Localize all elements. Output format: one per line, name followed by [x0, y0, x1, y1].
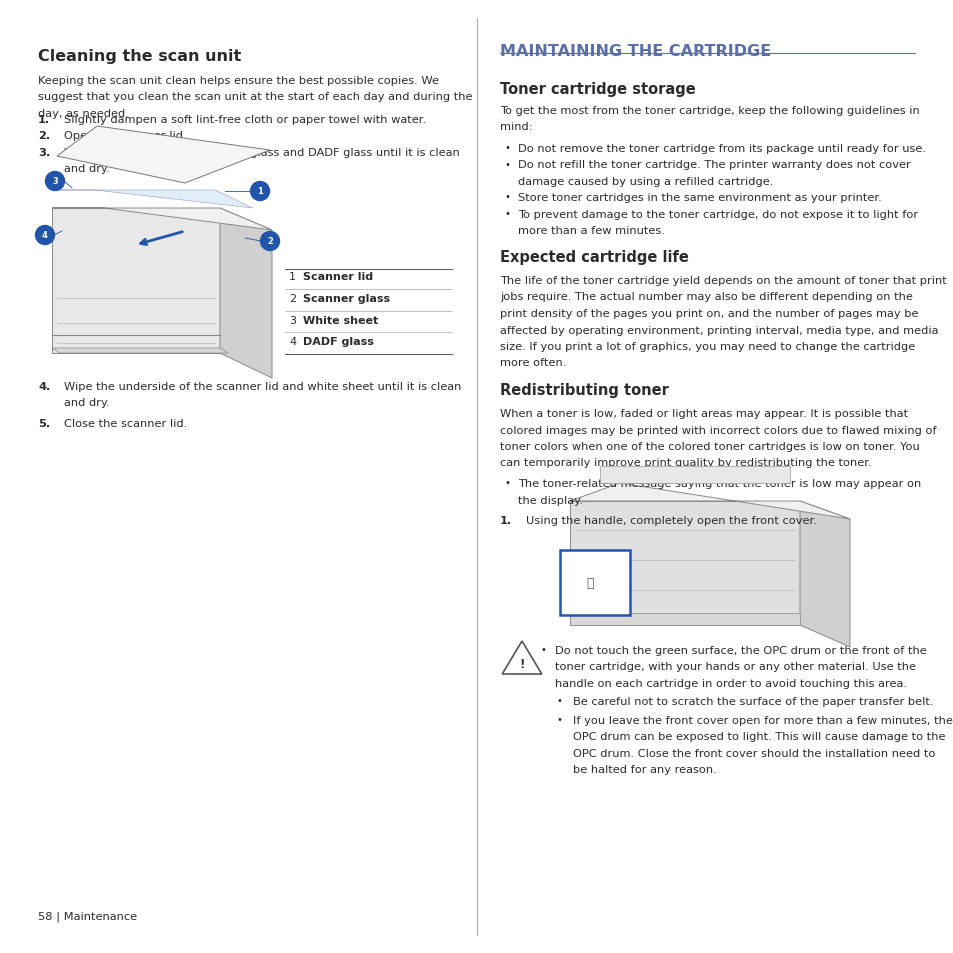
Text: Toner cartridge storage: Toner cartridge storage	[499, 82, 695, 97]
Polygon shape	[52, 349, 228, 354]
Circle shape	[260, 233, 279, 252]
Polygon shape	[569, 483, 849, 519]
Text: 5.: 5.	[38, 418, 51, 429]
Text: Be careful not to scratch the surface of the paper transfer belt.: Be careful not to scratch the surface of…	[573, 697, 933, 707]
Text: 4: 4	[289, 337, 295, 347]
Text: affected by operating environment, printing interval, media type, and media: affected by operating environment, print…	[499, 325, 938, 335]
Text: ✋: ✋	[586, 577, 593, 589]
Text: •: •	[503, 477, 509, 488]
Text: 3: 3	[289, 315, 295, 325]
Text: Wipe the underside of the scanner lid and white sheet until it is clean: Wipe the underside of the scanner lid an…	[64, 381, 461, 392]
Text: MAINTAINING THE CARTRIDGE: MAINTAINING THE CARTRIDGE	[499, 44, 770, 59]
Text: Do not refill the toner cartridge. The printer warranty does not cover: Do not refill the toner cartridge. The p…	[517, 160, 910, 171]
Polygon shape	[599, 467, 789, 483]
Circle shape	[46, 172, 65, 192]
Text: more often.: more often.	[499, 358, 566, 368]
Text: To prevent damage to the toner cartridge, do not expose it to light for: To prevent damage to the toner cartridge…	[517, 210, 917, 220]
Text: can temporarily improve print quality by redistributing the toner.: can temporarily improve print quality by…	[499, 458, 871, 468]
Text: colored images may be printed with incorrect colors due to flawed mixing of: colored images may be printed with incor…	[499, 425, 936, 435]
Text: •: •	[503, 193, 509, 202]
Text: Close the scanner lid.: Close the scanner lid.	[64, 418, 187, 429]
Text: 3.: 3.	[38, 148, 51, 158]
Text: 1: 1	[256, 188, 263, 196]
Text: the display.: the display.	[517, 495, 582, 505]
Text: Slightly dampen a soft lint-free cloth or paper towel with water.: Slightly dampen a soft lint-free cloth o…	[64, 115, 426, 125]
Text: toner cartridge, with your hands or any other material. Use the: toner cartridge, with your hands or any …	[555, 661, 915, 672]
Text: Cleaning the scan unit: Cleaning the scan unit	[38, 49, 241, 64]
Text: Redistributing toner: Redistributing toner	[499, 382, 668, 397]
Text: Keeping the scan unit clean helps ensure the best possible copies. We: Keeping the scan unit clean helps ensure…	[38, 76, 438, 86]
Text: 1.: 1.	[499, 516, 512, 525]
Text: !: !	[518, 658, 524, 671]
Text: Do not touch the green surface, the OPC drum or the front of the: Do not touch the green surface, the OPC …	[555, 645, 925, 656]
Polygon shape	[800, 501, 849, 647]
Text: print density of the pages you print on, and the number of pages may be: print density of the pages you print on,…	[499, 309, 918, 318]
Text: 2: 2	[267, 237, 273, 246]
Text: 2.: 2.	[38, 132, 51, 141]
Text: 1: 1	[289, 272, 295, 282]
Text: more than a few minutes.: more than a few minutes.	[517, 226, 664, 236]
Text: •: •	[539, 644, 545, 655]
Text: toner colors when one of the colored toner cartridges is low on toner. You: toner colors when one of the colored ton…	[499, 441, 919, 452]
Polygon shape	[569, 501, 800, 625]
Text: 3: 3	[52, 177, 58, 186]
Text: Do not remove the toner cartridge from its package until ready for use.: Do not remove the toner cartridge from i…	[517, 144, 925, 153]
Polygon shape	[220, 209, 272, 378]
Polygon shape	[57, 127, 270, 184]
Text: and dry.: and dry.	[64, 398, 110, 408]
Text: 1.: 1.	[38, 115, 51, 125]
Polygon shape	[501, 641, 541, 675]
Text: When a toner is low, faded or light areas may appear. It is possible that: When a toner is low, faded or light area…	[499, 409, 907, 418]
Text: Scanner lid: Scanner lid	[303, 272, 373, 282]
Text: •: •	[557, 714, 562, 724]
Text: Open the scanner lid.: Open the scanner lid.	[64, 132, 187, 141]
Text: If you leave the front cover open for more than a few minutes, the: If you leave the front cover open for mo…	[573, 716, 952, 725]
Text: White sheet: White sheet	[303, 315, 377, 325]
Text: day, as needed.: day, as needed.	[38, 109, 129, 119]
Text: and dry.: and dry.	[64, 164, 110, 174]
Text: size. If you print a lot of graphics, you may need to change the cartridge: size. If you print a lot of graphics, yo…	[499, 341, 914, 352]
Text: DADF glass: DADF glass	[303, 337, 374, 347]
Text: OPC drum. Close the front cover should the installation need to: OPC drum. Close the front cover should t…	[573, 748, 934, 759]
Text: Wipe the surface of the scanner glass and DADF glass until it is clean: Wipe the surface of the scanner glass an…	[64, 148, 459, 158]
Circle shape	[35, 226, 54, 245]
Text: 4.: 4.	[38, 381, 51, 392]
Text: The life of the toner cartridge yield depends on the amount of toner that print: The life of the toner cartridge yield de…	[499, 275, 945, 286]
Text: Store toner cartridges in the same environment as your printer.: Store toner cartridges in the same envir…	[517, 193, 881, 203]
Polygon shape	[569, 614, 800, 625]
Text: damage caused by using a refilled cartridge.: damage caused by using a refilled cartri…	[517, 177, 773, 187]
Text: 4: 4	[42, 232, 48, 240]
Text: •: •	[503, 159, 509, 170]
Text: mind:: mind:	[499, 122, 532, 132]
Text: OPC drum can be exposed to light. This will cause damage to the: OPC drum can be exposed to light. This w…	[573, 732, 944, 741]
Text: 2: 2	[289, 294, 295, 303]
Polygon shape	[52, 209, 220, 354]
Text: suggest that you clean the scan unit at the start of each day and during the: suggest that you clean the scan unit at …	[38, 92, 472, 102]
Text: The toner-related message saying that the toner is low may appear on: The toner-related message saying that th…	[517, 478, 921, 489]
FancyBboxPatch shape	[559, 551, 629, 616]
Text: Scanner glass: Scanner glass	[303, 294, 390, 303]
Text: 58 | Maintenance: 58 | Maintenance	[38, 910, 137, 921]
Circle shape	[251, 182, 269, 201]
Text: To get the most from the toner cartridge, keep the following guidelines in: To get the most from the toner cartridge…	[499, 106, 919, 116]
Text: Expected cartridge life: Expected cartridge life	[499, 250, 688, 265]
Text: be halted for any reason.: be halted for any reason.	[573, 764, 716, 775]
Text: Using the handle, completely open the front cover.: Using the handle, completely open the fr…	[525, 516, 816, 525]
Text: jobs require. The actual number may also be different depending on the: jobs require. The actual number may also…	[499, 293, 912, 302]
Polygon shape	[52, 209, 272, 231]
Polygon shape	[57, 191, 253, 209]
Text: handle on each cartridge in order to avoid touching this area.: handle on each cartridge in order to avo…	[555, 679, 906, 688]
Text: •: •	[503, 143, 509, 152]
Text: •: •	[503, 209, 509, 219]
Text: •: •	[557, 696, 562, 706]
